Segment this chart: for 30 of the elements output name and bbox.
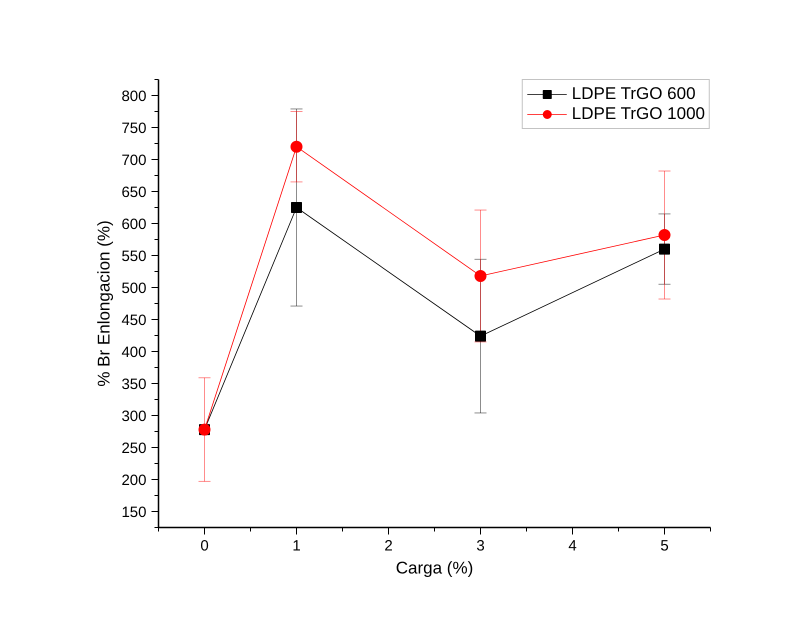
y-tick-label: 600 [121,216,147,233]
legend-label: LDPE TrGO 1000 [572,104,705,124]
y-tick-label: 350 [121,376,147,393]
y-tick-label: 750 [121,120,147,137]
y-tick-label: 150 [121,504,147,521]
y-tick-label: 650 [121,184,147,201]
y-tick-label: 250 [121,440,147,457]
y-tick-label: 550 [121,248,147,265]
point [291,202,302,213]
y-tick-label: 300 [121,408,147,425]
x-tick-label: 5 [660,538,669,554]
point [474,270,486,282]
legend-label: LDPE TrGO 600 [572,84,696,104]
point [475,330,486,342]
y-tick-label: 800 [121,88,147,105]
y-tick-label: 700 [121,152,147,169]
x-axis-title: Carga (%) [396,558,474,578]
x-tick-label: 0 [200,538,209,554]
x-tick-label: 4 [568,538,577,554]
x-tick-label: 3 [476,538,485,554]
y-tick-label: 400 [121,344,147,361]
point [658,229,670,242]
y-tick-label: 200 [121,472,147,489]
point [659,244,670,255]
y-tick-label: 450 [121,312,147,329]
x-tick-label: 1 [292,538,301,554]
y-axis-title: % Br Enlongacion (%) [94,220,114,387]
point [290,140,302,153]
x-tick-label: 2 [384,538,393,554]
y-tick-label: 500 [121,280,147,297]
